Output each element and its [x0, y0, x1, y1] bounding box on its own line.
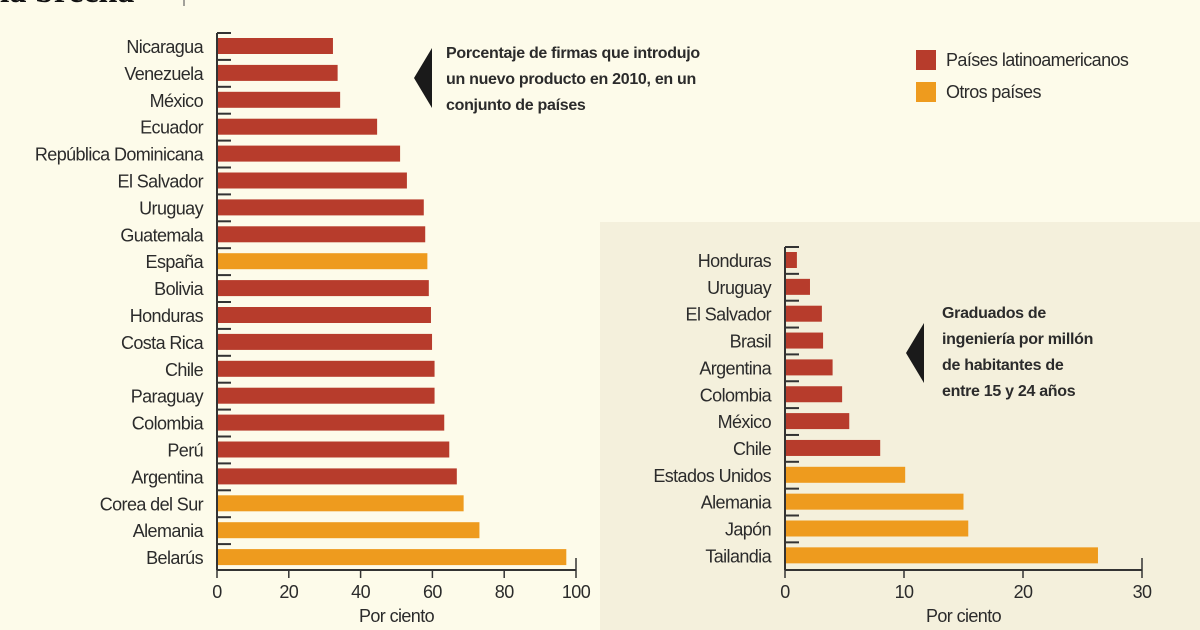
bar	[218, 441, 450, 458]
x-axis-title: Por ciento	[926, 606, 1002, 626]
category-label: El Salvador	[118, 172, 204, 192]
category-label: República Dominicana	[35, 145, 205, 165]
x-axis-title: Por ciento	[359, 606, 435, 626]
annotation-text: Graduados de	[942, 305, 1046, 322]
category-label: Uruguay	[139, 198, 203, 218]
annotation-arrow-icon	[414, 48, 432, 108]
category-label: Tailandia	[705, 546, 772, 566]
annotation-text: un nuevo producto en 2010, en un	[446, 71, 696, 88]
bar	[218, 468, 457, 485]
category-label: El Salvador	[686, 305, 772, 325]
x-tick-label: 10	[895, 582, 914, 602]
category-label: Argentina	[699, 358, 772, 378]
bar	[786, 359, 833, 376]
category-label: Belarús	[146, 548, 203, 568]
category-label: Honduras	[698, 251, 772, 271]
bar	[218, 226, 426, 243]
bar	[218, 38, 333, 54]
category-label: Costa Rica	[121, 333, 205, 353]
category-label: Nicaragua	[126, 37, 204, 57]
bar	[786, 439, 881, 456]
bar	[786, 305, 822, 322]
x-tick-label: 40	[351, 582, 370, 602]
bar	[786, 332, 824, 349]
annotation-arrow-icon	[906, 323, 924, 383]
annotation-text: ingeniería por millón	[942, 331, 1093, 348]
legend-label-otros: Otros países	[946, 82, 1041, 102]
bar	[786, 520, 969, 537]
category-label: Chile	[733, 439, 772, 459]
category-label: Colombia	[700, 385, 773, 405]
legend-swatch-latam	[916, 50, 936, 70]
category-label: Uruguay	[707, 278, 771, 298]
bar	[218, 307, 431, 323]
category-label: Bolivia	[154, 279, 204, 299]
bar	[218, 522, 480, 539]
bar	[218, 118, 378, 135]
bar	[218, 64, 338, 81]
annotation-text: Porcentaje de firmas que introdujo	[446, 45, 700, 62]
category-label: Japón	[725, 520, 771, 540]
x-tick-label: 60	[423, 582, 442, 602]
bar	[218, 280, 429, 297]
bar	[218, 414, 445, 431]
x-tick-label: 0	[780, 582, 790, 602]
category-label: México	[150, 91, 204, 111]
category-label: Alemania	[701, 493, 773, 513]
category-label: Corea del Sur	[100, 494, 204, 514]
legend: Países latinoamericanos Otros países	[916, 50, 1130, 102]
bar	[218, 253, 428, 270]
bar	[218, 199, 424, 216]
category-label: Ecuador	[140, 118, 203, 138]
bar	[786, 252, 797, 268]
chart-firms-new-product: Nicaragua Venezuela México Ecuador República…	[35, 32, 701, 626]
category-label: Chile	[165, 360, 204, 380]
legend-label-latam: Países latinoamericanos	[946, 50, 1129, 70]
annotation-text: entre 15 y 24 años	[942, 383, 1076, 400]
x-tick-label: 20	[1014, 582, 1033, 602]
bar	[218, 495, 464, 512]
category-label: Estados Unidos	[653, 466, 771, 486]
bar	[218, 145, 401, 162]
category-label: Perú	[167, 441, 203, 461]
annotation-text: de habitantes de	[942, 357, 1064, 374]
category-label: España	[146, 252, 205, 272]
category-label: México	[718, 412, 772, 432]
bar	[218, 549, 567, 566]
bar	[218, 172, 407, 189]
bar	[786, 493, 964, 510]
category-label: Guatemala	[120, 225, 204, 245]
x-tick-label: 20	[279, 582, 298, 602]
category-label: Brasil	[730, 332, 771, 352]
bar	[786, 466, 906, 483]
bar	[218, 360, 435, 377]
category-label: Colombia	[132, 414, 205, 434]
bar	[786, 278, 810, 295]
bar	[786, 386, 843, 403]
bar	[786, 413, 850, 430]
chart-engineering-graduates: Honduras Uruguay El Salvador Brasil Argentin…	[653, 246, 1153, 626]
x-tick-label: 80	[495, 582, 514, 602]
x-tick-label: 100	[562, 582, 591, 602]
category-label: Paraguay	[131, 387, 204, 407]
chart-title: la brecha	[0, 0, 134, 10]
bar	[218, 91, 341, 108]
x-tick-label: 0	[212, 582, 222, 602]
category-label: Alemania	[133, 521, 205, 541]
bar	[786, 547, 1098, 564]
bar	[218, 387, 435, 404]
right-panel-background	[600, 222, 1200, 630]
category-label: Venezuela	[124, 64, 204, 84]
annotation-text: conjunto de países	[446, 97, 586, 114]
category-label: Argentina	[131, 467, 204, 487]
category-label: Honduras	[130, 306, 204, 326]
bar	[218, 333, 433, 350]
legend-swatch-otros	[916, 82, 936, 102]
x-tick-label: 30	[1133, 582, 1152, 602]
